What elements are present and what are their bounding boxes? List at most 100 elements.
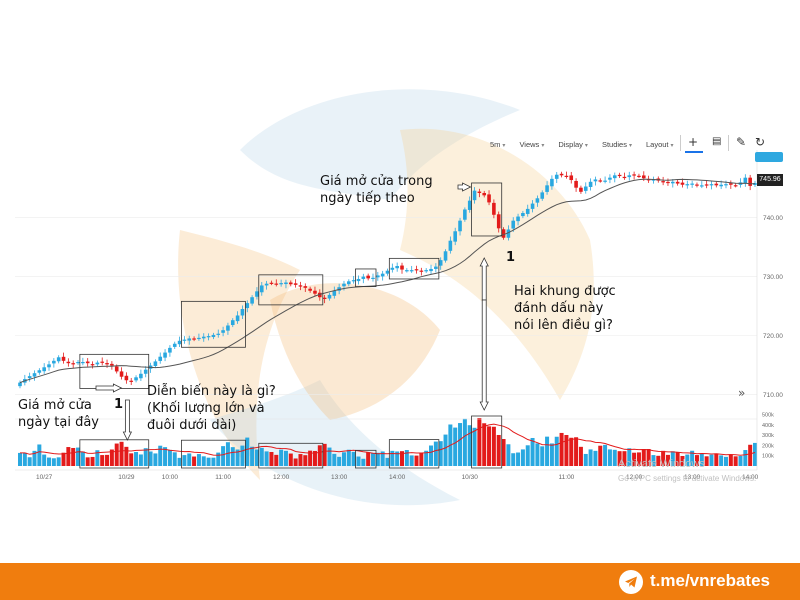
- volume-bar: [312, 450, 317, 466]
- volume-bar: [738, 456, 743, 466]
- candle-body: [429, 268, 433, 272]
- highlight-box: [79, 353, 150, 389]
- double-chevron-right-icon[interactable]: »: [738, 386, 746, 400]
- candle-body: [255, 291, 259, 297]
- candle-body: [322, 297, 327, 299]
- volume-bar: [361, 458, 366, 466]
- candle-body: [569, 175, 574, 181]
- volume-bar: [308, 450, 313, 466]
- volume-bar: [332, 453, 337, 466]
- candle-body: [608, 177, 612, 180]
- price-axis-label: 730.00: [763, 274, 783, 281]
- volume-bar: [665, 454, 670, 466]
- candle-body: [724, 184, 728, 186]
- volume-bar: [327, 447, 332, 466]
- volume-bar: [230, 447, 235, 466]
- candles: [18, 171, 757, 389]
- volume-bar: [351, 451, 356, 466]
- volume-bar: [617, 451, 622, 466]
- volume-bar: [540, 446, 545, 466]
- time-axis-label: 14:00: [742, 474, 759, 481]
- volume-bar: [400, 451, 405, 466]
- axes: 710.00 720.00 730.00 740.00 100k 200k 300k 400k…: [15, 150, 783, 481]
- interval-dropdown[interactable]: 5m ▾: [490, 139, 506, 149]
- candle-body: [318, 292, 322, 298]
- volume-bar: [196, 454, 201, 466]
- volume-bar: [433, 441, 438, 466]
- candle-body: [695, 184, 699, 186]
- plus-icon[interactable]: +: [688, 135, 699, 149]
- candle-body: [52, 360, 56, 364]
- candle-body: [332, 290, 337, 296]
- volume-bar: [603, 444, 608, 466]
- volume-bar: [66, 447, 71, 466]
- candle-body: [540, 192, 545, 199]
- candle-body: [617, 174, 622, 177]
- volume-bar: [482, 423, 487, 466]
- annotation-open-price: Giá mở cửa ngày tại đây: [18, 398, 100, 430]
- candle-body: [81, 362, 85, 364]
- volume-bar: [27, 457, 32, 466]
- volume-bar: [487, 426, 492, 466]
- volume-bar: [317, 445, 322, 466]
- volume-bar: [322, 443, 327, 466]
- price-axis-label: 720.00: [763, 333, 783, 340]
- candle-body: [42, 367, 46, 372]
- current-price-flag: [755, 152, 783, 162]
- volume-bar: [288, 453, 293, 466]
- candle-body: [593, 179, 598, 182]
- candle-body: [748, 177, 752, 186]
- candle-body: [221, 330, 225, 333]
- footer-bar: [0, 563, 800, 600]
- highlight-boxes: [79, 182, 503, 469]
- highlight-box: [471, 182, 503, 237]
- volume-bar: [51, 458, 56, 466]
- volume-bar: [458, 423, 463, 466]
- telegram-link[interactable]: t.me/vnrebates: [650, 571, 770, 590]
- chart-toolbar: 5m ▾ Views ▾ Display ▾ Studies ▾ Layout ▾: [490, 136, 688, 152]
- display-dropdown[interactable]: Display ▾: [558, 139, 588, 149]
- candle-body: [438, 260, 443, 266]
- volume-axis-label: 500k: [762, 413, 774, 419]
- volume-highlight-box: [258, 442, 324, 469]
- candle-body: [187, 338, 192, 341]
- candle-body: [467, 200, 472, 210]
- candle-body: [90, 364, 95, 366]
- candle-body: [61, 356, 66, 361]
- candle-body: [274, 283, 279, 285]
- candle-body: [675, 181, 680, 184]
- views-dropdown[interactable]: Views ▾: [519, 139, 545, 149]
- volume-bar: [346, 449, 351, 466]
- volume-bar: [530, 437, 535, 466]
- volume-bar: [598, 445, 603, 466]
- comment-icon[interactable]: ▤: [712, 136, 722, 147]
- telegram-icon[interactable]: [619, 570, 643, 594]
- candle-body: [216, 333, 221, 335]
- candle-body: [487, 194, 491, 203]
- volume-bar: [380, 451, 385, 466]
- refresh-icon[interactable]: ↻: [755, 135, 766, 149]
- studies-dropdown[interactable]: Studies ▾: [601, 139, 632, 149]
- volume-bar: [356, 456, 361, 466]
- moving-average-line: [19, 178, 756, 384]
- candle-body: [733, 185, 738, 187]
- volume-bar: [337, 456, 342, 466]
- volume-bar: [119, 441, 124, 466]
- pencil-icon[interactable]: ✎: [736, 135, 747, 149]
- volume-bar: [636, 452, 641, 466]
- volume-bar: [733, 456, 738, 466]
- candle-body: [661, 181, 665, 183]
- volume-bar: [627, 448, 632, 466]
- volume-bar: [167, 449, 172, 466]
- candle-body: [327, 294, 332, 299]
- volume-bar: [704, 456, 709, 466]
- volume-bar: [564, 434, 569, 466]
- time-axis-label: 13:00: [331, 474, 348, 481]
- candle-body: [197, 337, 201, 340]
- candle-body: [288, 282, 293, 285]
- volume-average-line: [20, 423, 756, 456]
- layout-dropdown[interactable]: Layout ▾: [645, 139, 674, 149]
- volume-bar: [42, 454, 47, 466]
- volume-bar: [588, 449, 593, 466]
- time-axis-label: 12:00: [626, 474, 643, 481]
